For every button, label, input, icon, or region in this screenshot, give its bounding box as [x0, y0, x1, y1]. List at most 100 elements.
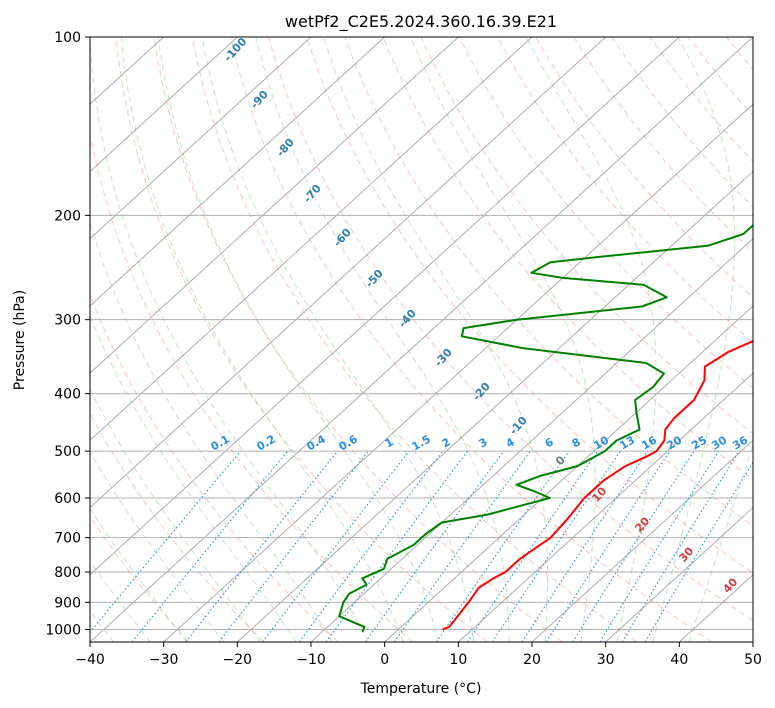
isotherm — [752, 641, 753, 642]
dry-adiabat-label: -10 — [507, 414, 530, 438]
mixing-ratio-label: 6 — [543, 435, 556, 450]
x-tick-label: 10 — [449, 652, 467, 668]
y-tick-label: 200 — [54, 208, 81, 224]
series-line-dewpoint — [338, 223, 753, 633]
series-line-temperature — [442, 339, 753, 631]
mixing-ratio-line — [90, 450, 242, 633]
x-tick-label: −30 — [149, 652, 179, 668]
dry-adiabat — [573, 37, 753, 253]
mixing-ratio-label: 1 — [383, 435, 396, 450]
x-tick-label: −40 — [75, 652, 105, 668]
chart-title: wetPf2_C2E5.2024.360.16.39.E21 — [285, 12, 557, 32]
y-tick-label: 100 — [54, 30, 81, 46]
moist-adiabat — [525, 37, 657, 642]
moist-adiabat — [201, 37, 475, 642]
profile-lines — [338, 223, 753, 633]
mixing-ratio-line — [521, 450, 649, 642]
mixing-ratio-label: 0.1 — [209, 432, 232, 453]
isotherm — [90, 37, 312, 240]
y-tick-label: 500 — [54, 444, 81, 460]
dry-adiabat-label: 10 — [589, 484, 609, 504]
dry-adiabat-label: 20 — [632, 514, 652, 534]
x-tick-label: −10 — [296, 652, 326, 668]
mixing-ratio-label: 20 — [664, 433, 684, 452]
y-tick-label: 1000 — [45, 622, 81, 638]
dry-adiabat — [268, 37, 753, 622]
dry-adiabat-label: -80 — [274, 136, 297, 160]
mixing-ratio-line — [393, 450, 531, 642]
y-axis: 100 200 300 400 500 600 700 800 900 1000 — [45, 30, 90, 638]
mixing-ratio-line — [185, 450, 339, 642]
x-tick-label: 40 — [670, 652, 688, 668]
mixing-ratio-label: 30 — [709, 433, 729, 452]
mixing-ratio-line — [364, 450, 505, 642]
mixing-ratio-line — [545, 450, 671, 642]
plot-frame — [89, 36, 754, 643]
x-tick-label: 50 — [744, 652, 762, 668]
y-tick-label: 700 — [54, 531, 81, 547]
y-tick-label: 900 — [54, 595, 81, 611]
x-tick-label: 30 — [597, 652, 615, 668]
moist-adiabat — [157, 37, 439, 642]
dry-adiabat-label: -100 — [221, 35, 249, 64]
mixing-ratio-line — [131, 450, 289, 642]
x-tick-label: 0 — [380, 652, 389, 668]
isotherm — [236, 170, 753, 642]
x-tick-label: 20 — [523, 652, 541, 668]
mixing-ratio-line — [491, 450, 621, 642]
y-axis-label: Pressure (hPa) — [12, 290, 28, 390]
isotherm — [384, 305, 753, 642]
mixing-ratio-line — [599, 450, 720, 642]
dry-adiabat — [382, 37, 753, 481]
dry-adiabat-label: 40 — [720, 575, 740, 595]
dry-adiabat — [344, 37, 753, 527]
x-axis-label: Temperature (°C) — [360, 681, 482, 697]
dry-adiabat — [191, 37, 638, 642]
isotherm — [90, 37, 607, 509]
dry-adiabat-label: -20 — [470, 380, 493, 404]
moist-adiabat — [120, 37, 404, 642]
mixing-ratio-label: 0.4 — [305, 432, 329, 453]
y-tick-label: 400 — [54, 387, 81, 403]
dry-adiabat-label: -40 — [396, 307, 419, 331]
dry-adiabat — [115, 37, 488, 642]
y-tick-label: 600 — [54, 491, 81, 507]
dry-adiabat — [535, 37, 753, 298]
moist-adiabat — [90, 507, 188, 642]
background-lines — [90, 37, 753, 642]
mixing-ratio-line — [621, 450, 740, 642]
mixing-ratio-label: 3 — [477, 435, 490, 450]
dry-adiabat — [90, 412, 264, 642]
isotherm — [90, 37, 386, 307]
moist-adiabat — [90, 314, 297, 642]
dry-adiabat — [229, 37, 712, 642]
moist-adiabat — [410, 37, 596, 642]
dry-adiabat — [153, 37, 563, 642]
moist-adiabat — [90, 37, 369, 642]
mixing-ratio-label: 36 — [730, 433, 750, 452]
dry-adiabat — [306, 37, 753, 574]
dry-adiabat — [496, 37, 753, 344]
moist-adiabat — [652, 37, 736, 642]
isotherm — [90, 37, 680, 576]
mixing-ratio-label: 4 — [504, 435, 517, 450]
moist-adiabat — [688, 443, 753, 642]
dry-adiabat — [687, 37, 753, 117]
moist-adiabat — [323, 37, 548, 642]
isotherm — [90, 37, 238, 173]
isotherm — [531, 439, 753, 642]
mixing-ratio-label: 0.2 — [255, 432, 278, 453]
moist-adiabat — [255, 37, 510, 642]
moist-adiabat — [90, 450, 225, 642]
mixing-ratio-line — [218, 450, 369, 642]
mixing-ratio-label: 2 — [440, 435, 453, 450]
isotherm — [310, 237, 753, 642]
dry-adiabat — [726, 37, 753, 71]
isotherm — [605, 506, 753, 642]
x-tick-label: −20 — [223, 652, 253, 668]
mixing-ratio-line — [467, 450, 599, 642]
moist-adiabat — [90, 388, 261, 642]
mixing-ratio-line — [435, 450, 570, 642]
mixing-ratio-line — [298, 450, 444, 642]
